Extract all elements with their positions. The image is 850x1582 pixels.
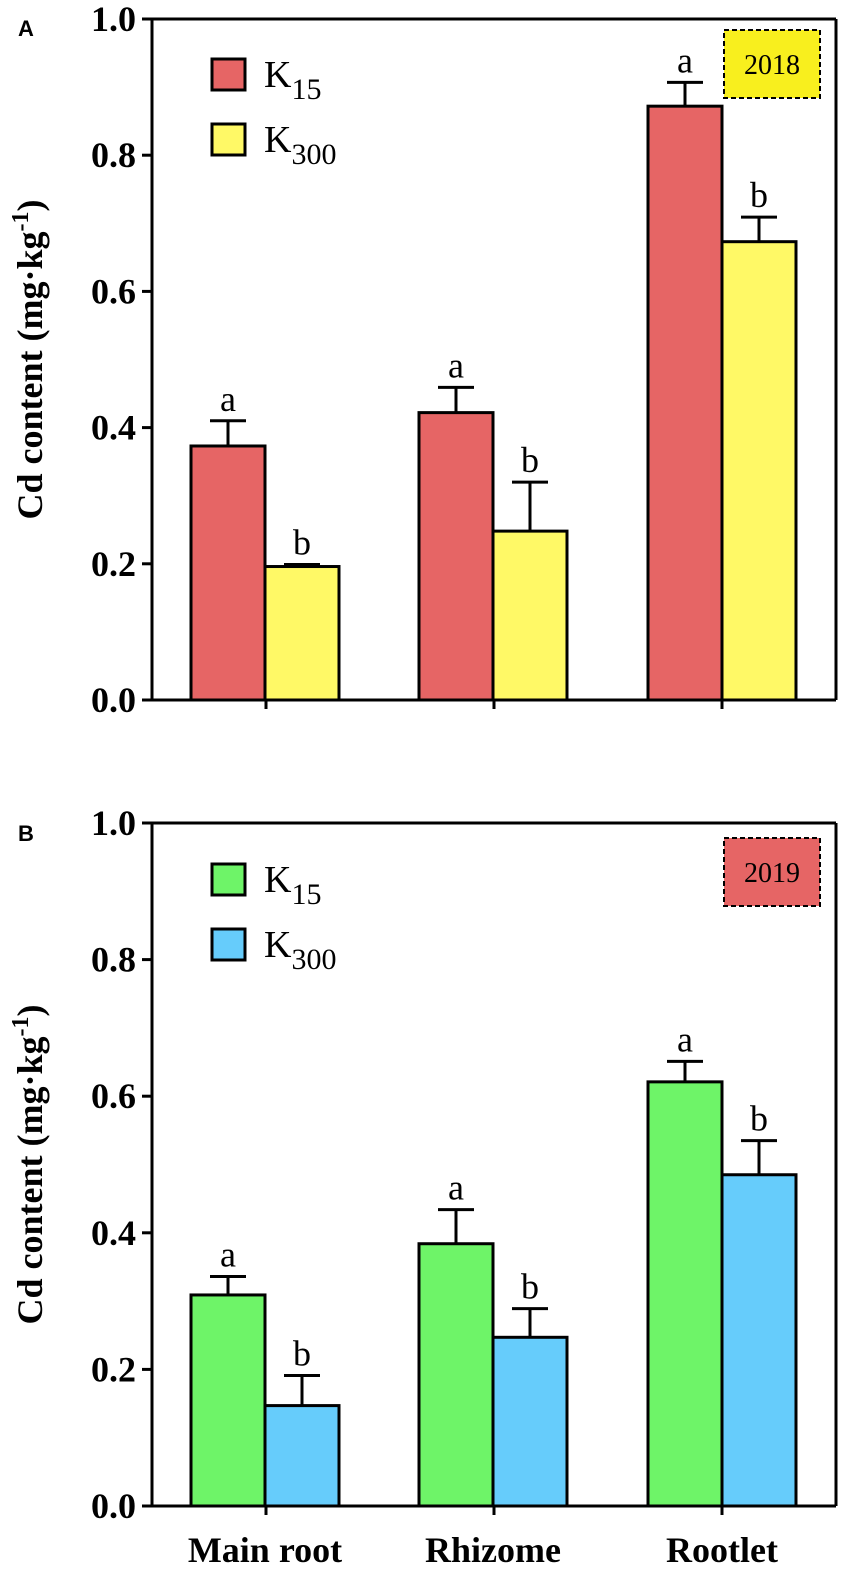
panel-a-year-label: 2018: [744, 50, 800, 81]
panel-b-significance-letter: a: [677, 1019, 693, 1059]
panel-a-significance-letter: b: [293, 522, 311, 562]
panel-b-significance-letter: b: [293, 1334, 311, 1374]
panel-b-legend-label-sub: 300: [291, 943, 336, 976]
panel-b-bar-k15-rhizome: [417, 1242, 495, 1508]
panel-b-significance-letter: a: [448, 1168, 464, 1208]
panel-a-legend-label-main: K: [264, 54, 292, 96]
panel-b-significance-letter: b: [521, 1267, 539, 1307]
panel-a-significance-letter: a: [677, 40, 693, 80]
panel-a-y-tick-label: 0.8: [91, 135, 136, 175]
panel-a-bar-k15-rhizome: [417, 411, 495, 702]
panel-b-legend-label-sub: 15: [291, 878, 321, 911]
panel-b-y-tick-label: 0.8: [91, 940, 136, 980]
panel-b-y-axis-title-close: ): [10, 1005, 50, 1017]
panel-a-bar-k15-main-root: [189, 444, 267, 702]
panel-b-y-tick-label: 0.0: [91, 1486, 136, 1526]
panel-b-bar-k300-rootlet: [720, 1173, 798, 1508]
panel-b-legend-swatch-k300: [210, 927, 247, 962]
panel-b-legend-label-main: K: [264, 924, 292, 966]
panel-a-significance-letter: b: [521, 440, 539, 480]
panel-a-bar-k300-rhizome: [491, 529, 569, 702]
panel-b-y-axis-title-exp: -1: [8, 1017, 34, 1037]
panel-a-y-tick-label: 1.0: [91, 0, 136, 39]
panel-b-y-axis-title: Cd content (mg·kg-1): [8, 1005, 50, 1325]
panel-b-legend-swatch-k15: [210, 862, 247, 897]
panel-b-y-tick-label: 0.2: [91, 1349, 136, 1389]
panel-b-significance-letter: a: [220, 1235, 236, 1275]
panel-b-bar-k300-rhizome: [491, 1335, 569, 1508]
panel-a-y-axis-title-exp: -1: [8, 212, 34, 232]
panel-a-legend-label-sub: 300: [291, 138, 336, 171]
panel-a-legend-label-k15: K15: [264, 54, 321, 106]
panel-b-y-tick-label: 1.0: [91, 803, 136, 843]
panel-a-bar-k15-rootlet: [646, 104, 724, 702]
panel-b-year-label: 2019: [744, 858, 800, 889]
x-category-label: Rhizome: [425, 1530, 561, 1570]
panel-a-letter: A: [18, 16, 34, 41]
panel-a-significance-letter: a: [448, 345, 464, 385]
panel-a-y-tick-label: 0.4: [91, 408, 136, 448]
panel-b-letter: B: [18, 821, 34, 846]
panel-a-legend-swatch-k15: [210, 57, 247, 92]
panel-b-y-tick-label: 0.6: [91, 1076, 136, 1116]
panel-b-year-box: [723, 837, 821, 907]
x-category-label: Main root: [188, 1530, 342, 1570]
panel-b-legend-label-k300: K300: [264, 924, 336, 976]
panel-b-y-axis-title-main: Cd content (mg·kg: [10, 1037, 50, 1325]
panel-a-y-axis-title-main: Cd content (mg·kg: [10, 232, 50, 520]
panel-a-significance-letter: a: [220, 379, 236, 419]
panel-b-significance-letter: b: [750, 1099, 768, 1139]
panel-a-y-tick-label: 0.0: [91, 680, 136, 720]
panel-a-y-axis-title-close: ): [10, 200, 50, 212]
panel-a-legend-label-main: K: [264, 119, 292, 161]
panel-a-significance-letter: b: [750, 175, 768, 215]
panel-a-y-tick-label: 0.6: [91, 271, 136, 311]
panel-b-bar-k15-rootlet: [646, 1080, 724, 1508]
panel-a-y-axis-title: Cd content (mg·kg-1): [8, 200, 50, 520]
panel-b-bar-k15-main-root: [189, 1293, 267, 1508]
panel-a-legend-swatch-k300: [210, 122, 247, 157]
panel-a-y-tick-label: 0.2: [91, 544, 136, 584]
panel-a-bar-k300-rootlet: [720, 240, 798, 702]
panel-a-legend-label-k300: K300: [264, 119, 336, 171]
panel-b-bar-k300-main-root: [263, 1404, 341, 1508]
panel-b-y-tick-label: 0.4: [91, 1213, 136, 1253]
panel-a-bar-k300-main-root: [263, 565, 341, 702]
panel-a-year-box: [723, 29, 821, 99]
panel-b-legend-label-main: K: [264, 859, 292, 901]
panel-b-legend-label-k15: K15: [264, 859, 321, 911]
x-category-label: Rootlet: [666, 1530, 778, 1570]
panel-a-legend-label-sub: 15: [291, 73, 321, 106]
